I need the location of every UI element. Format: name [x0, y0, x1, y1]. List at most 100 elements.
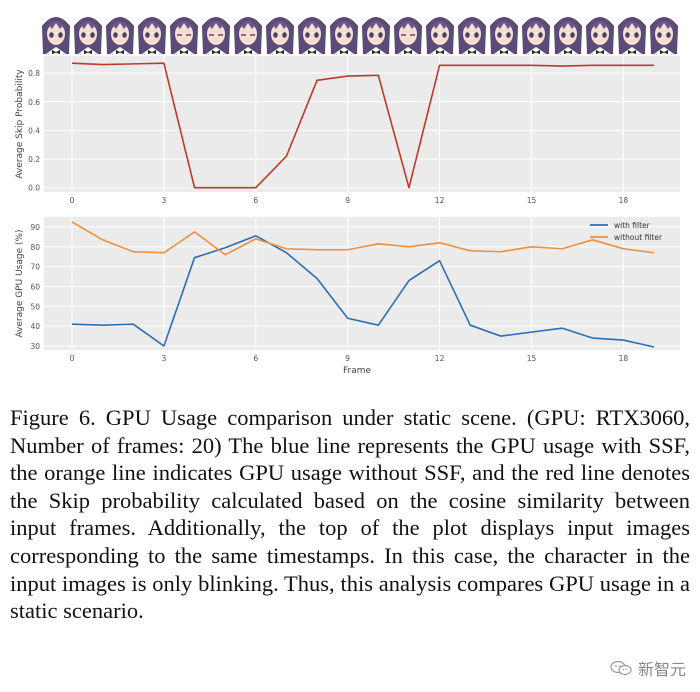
- input-frame-thumbnail: [138, 17, 166, 55]
- x-tick-label: 0: [70, 196, 75, 205]
- input-frame-thumbnail: [266, 17, 294, 55]
- collar: [141, 46, 163, 55]
- eye: [506, 32, 511, 38]
- bangs: [365, 21, 387, 30]
- face: [559, 23, 577, 45]
- eye: [154, 32, 159, 38]
- y-tick-label: 60: [30, 282, 40, 291]
- input-frame-thumbnail: [554, 17, 582, 55]
- bangs: [653, 21, 675, 30]
- x-tick-label: 12: [435, 354, 445, 363]
- eye: [346, 32, 351, 38]
- eye: [305, 32, 310, 38]
- input-frame-thumbnail: [458, 17, 486, 55]
- eye: [113, 32, 118, 38]
- x-tick-label: 18: [619, 196, 629, 205]
- collar: [429, 46, 451, 55]
- eye: [145, 32, 150, 38]
- input-frame-thumbnail: [586, 17, 614, 55]
- wechat-icon: [610, 660, 632, 676]
- input-frame-thumbnail: [298, 17, 326, 55]
- bow: [404, 50, 412, 54]
- eye: [602, 32, 607, 38]
- eye: [433, 32, 438, 38]
- eye: [122, 32, 127, 38]
- eye: [570, 32, 575, 38]
- eye: [378, 32, 383, 38]
- input-frame-thumbnail: [522, 17, 550, 55]
- y-tick-label: 0.2: [28, 155, 40, 164]
- face: [431, 23, 449, 45]
- collar: [333, 46, 355, 55]
- bow: [468, 50, 476, 54]
- collar: [589, 46, 611, 55]
- eye: [666, 32, 671, 38]
- y-axis-label: Average GPU Usage (%): [15, 229, 25, 337]
- face: [367, 23, 385, 45]
- bow: [436, 50, 444, 54]
- eye: [442, 32, 447, 38]
- x-tick-label: 3: [162, 196, 167, 205]
- input-frame-thumbnail: [74, 17, 102, 55]
- input-frame-thumbnail: [42, 17, 70, 55]
- face: [495, 23, 513, 45]
- collar: [205, 46, 227, 55]
- bangs: [237, 21, 259, 30]
- eye: [497, 32, 502, 38]
- eye: [369, 32, 374, 38]
- bangs: [557, 21, 579, 30]
- y-tick-label: 0.6: [28, 98, 40, 107]
- x-tick-label: 0: [70, 354, 75, 363]
- bow: [564, 50, 572, 54]
- input-frame-thumbnail: [490, 17, 518, 55]
- bow: [340, 50, 348, 54]
- input-frame-thumbnail: [618, 17, 646, 55]
- y-tick-label: 30: [30, 342, 40, 351]
- legend-label: with filter: [614, 221, 651, 230]
- bangs: [77, 21, 99, 30]
- skip-probability-chart: 0.0 0.2 0.4 0.6 0.8 0 3 6 9 12 15 18 Average Skip Pr…: [15, 56, 680, 205]
- eye: [593, 32, 598, 38]
- y-tick-label: 0.4: [28, 126, 40, 135]
- bangs: [141, 21, 163, 30]
- eye: [49, 32, 54, 38]
- eye: [561, 32, 566, 38]
- face: [335, 23, 353, 45]
- eye: [273, 32, 278, 38]
- collar: [269, 46, 291, 55]
- eye: [81, 32, 86, 38]
- collar: [397, 46, 419, 55]
- input-frame-thumbnail: [394, 17, 422, 55]
- eye: [337, 32, 342, 38]
- eye: [465, 32, 470, 38]
- face: [655, 23, 673, 45]
- y-tick-label: 0.0: [28, 184, 40, 193]
- y-tick-label: 40: [30, 322, 40, 331]
- bangs: [621, 21, 643, 30]
- bangs: [461, 21, 483, 30]
- watermark: 新智元: [609, 656, 686, 680]
- collar: [365, 46, 387, 55]
- bow: [532, 50, 540, 54]
- bangs: [173, 21, 195, 30]
- face: [271, 23, 289, 45]
- bangs: [525, 21, 547, 30]
- face: [623, 23, 641, 45]
- x-tick-label: 6: [253, 196, 258, 205]
- bow: [628, 50, 636, 54]
- collar: [77, 46, 99, 55]
- eye: [634, 32, 639, 38]
- eye: [282, 32, 287, 38]
- x-tick-label: 15: [527, 354, 537, 363]
- bangs: [205, 21, 227, 30]
- bangs: [333, 21, 355, 30]
- bow: [372, 50, 380, 54]
- bow: [660, 50, 668, 54]
- bangs: [429, 21, 451, 30]
- y-tick-label: 90: [30, 223, 40, 232]
- eye: [58, 32, 63, 38]
- input-frame-thumbnail: [106, 17, 134, 55]
- input-frame-thumbnail: [650, 17, 678, 55]
- eye: [314, 32, 319, 38]
- eye: [90, 32, 95, 38]
